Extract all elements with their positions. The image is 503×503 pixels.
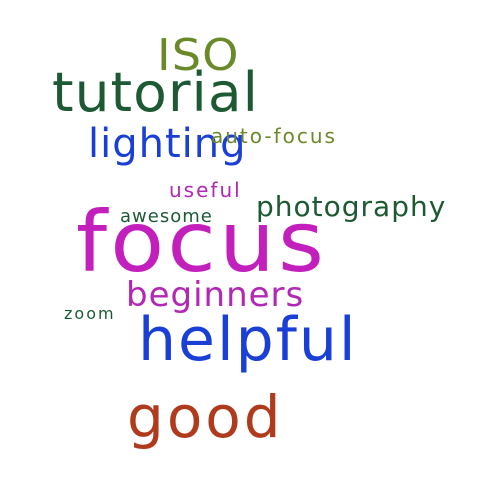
word-useful: useful — [169, 178, 242, 202]
word-lighting: lighting — [88, 121, 247, 167]
word-awesome: awesome — [120, 206, 213, 227]
word-focus: focus — [76, 193, 328, 291]
word-iso: ISO — [157, 30, 240, 81]
word-tutorial: tutorial — [51, 61, 259, 124]
word-auto-focus: auto-focus — [211, 124, 337, 148]
word-helpful: helpful — [138, 305, 358, 375]
word-photography: photography — [256, 190, 447, 223]
word-good: good — [127, 383, 284, 451]
word-beginners: beginners — [126, 275, 305, 315]
word-zoom: zoom — [64, 304, 116, 323]
